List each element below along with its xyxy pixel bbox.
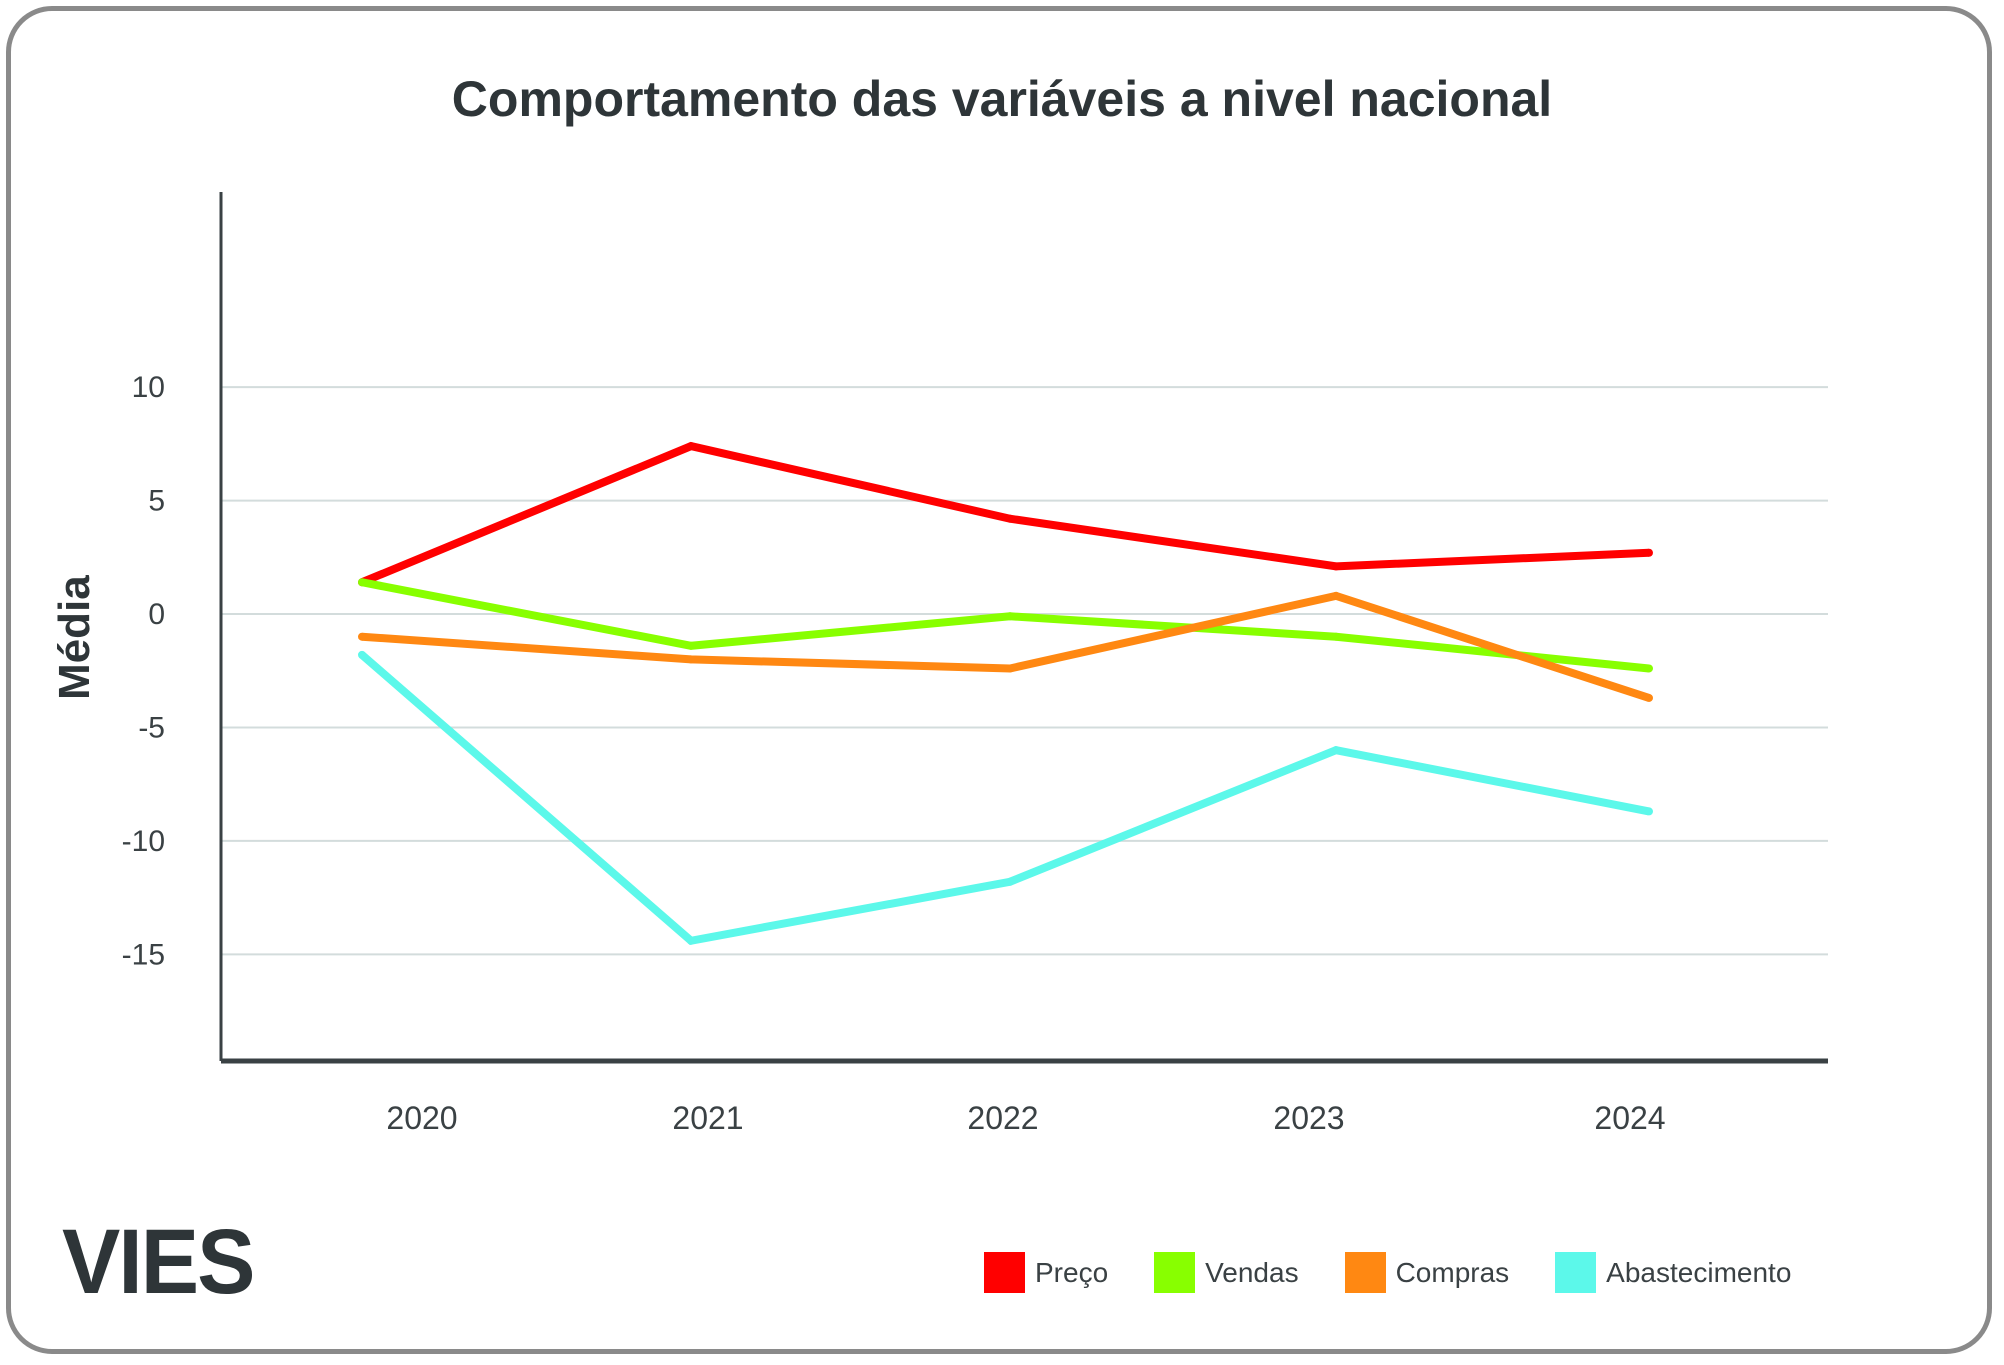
data-point xyxy=(1645,807,1653,816)
x-tick-label: 2023 xyxy=(1273,1100,1344,1136)
data-point xyxy=(1332,632,1340,641)
y-tick-label: 5 xyxy=(148,485,165,518)
data-point xyxy=(1645,664,1653,673)
series-line-abastecimento xyxy=(359,651,1650,946)
data-point xyxy=(687,936,695,945)
data-point xyxy=(358,632,366,641)
legend-label: Vendas xyxy=(1205,1256,1299,1288)
data-point xyxy=(358,578,366,587)
legend-label: Compras xyxy=(1395,1256,1510,1288)
vies-logo: VIES xyxy=(62,1211,255,1313)
data-point xyxy=(358,650,366,659)
legend-item-preco: Preço xyxy=(984,1252,1108,1293)
x-tick-label: 2024 xyxy=(1594,1100,1665,1136)
data-point xyxy=(1645,693,1653,702)
data-point xyxy=(1006,664,1014,673)
legend-label: Abastecimento xyxy=(1606,1256,1792,1288)
y-tick-label: 0 xyxy=(148,598,165,631)
x-tick-label: 2021 xyxy=(672,1100,743,1136)
y-tick-label: -15 xyxy=(122,938,165,971)
y-tick-label: -10 xyxy=(122,825,165,858)
series-line-preço xyxy=(360,441,1650,586)
chart-card xyxy=(6,6,1992,1354)
data-point xyxy=(1006,612,1014,621)
data-point xyxy=(687,442,695,451)
x-tick-label: 2020 xyxy=(386,1100,457,1136)
data-point xyxy=(1645,548,1653,557)
legend-swatch xyxy=(1154,1252,1196,1293)
data-point xyxy=(1006,514,1014,523)
data-point xyxy=(1332,562,1340,571)
legend-item-abastecimento: Abastecimento xyxy=(1555,1252,1791,1293)
legend: Preço Vendas Compras Abastecimento xyxy=(984,1252,1837,1293)
data-point xyxy=(1332,591,1340,600)
series-line-vendas xyxy=(361,578,1650,673)
legend-label: Preço xyxy=(1035,1256,1109,1288)
x-tick-label: 2022 xyxy=(967,1100,1038,1136)
data-point xyxy=(1006,877,1014,886)
legend-swatch xyxy=(1555,1252,1597,1293)
legend-swatch xyxy=(984,1252,1025,1293)
data-point xyxy=(687,655,695,664)
y-tick-label: -5 xyxy=(138,711,165,744)
legend-item-compras: Compras xyxy=(1344,1252,1510,1293)
chart-title: Comportamento das variáveis a nivel naci… xyxy=(451,71,1553,127)
data-point xyxy=(1332,746,1340,755)
legend-swatch xyxy=(1344,1252,1386,1293)
legend-item-vendas: Vendas xyxy=(1154,1252,1299,1293)
y-tick-label: 10 xyxy=(132,371,165,404)
data-point xyxy=(687,641,695,650)
